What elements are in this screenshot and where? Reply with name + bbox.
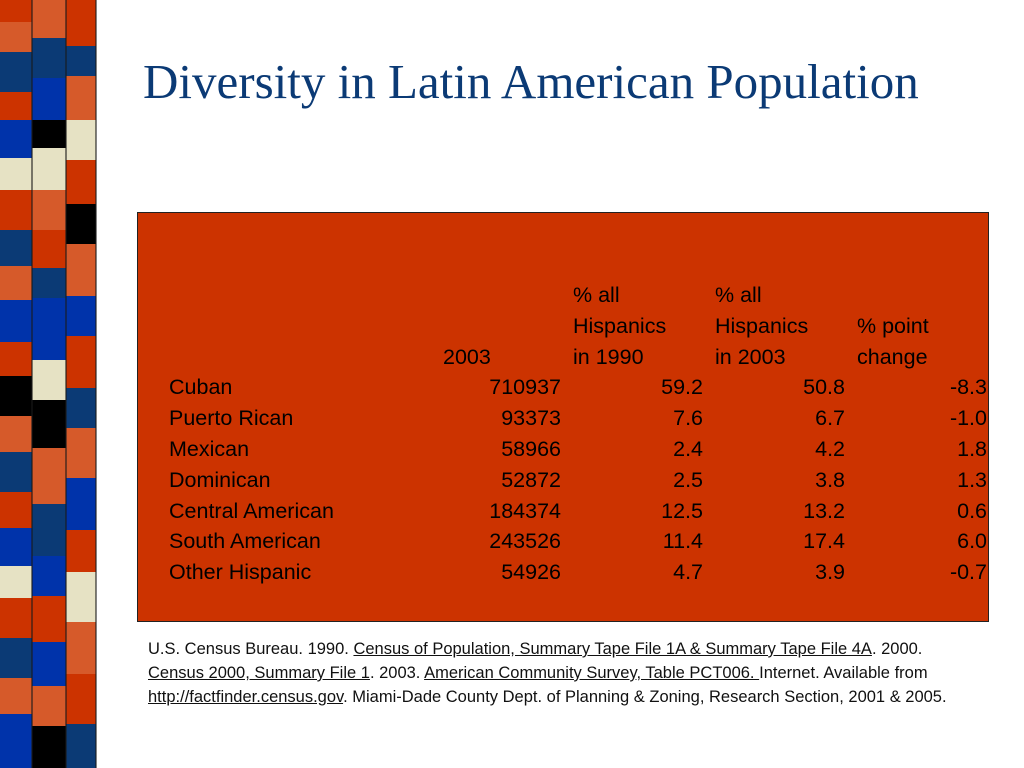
cell-group: Dominican <box>169 467 271 492</box>
source-text-5: . Miami-Dade County Dept. of Planning & … <box>343 688 947 706</box>
cell-point-change: 1.3 <box>957 467 987 492</box>
source-text-2: . 2000. <box>871 640 923 658</box>
cell-pct-2003: 50.8 <box>803 375 845 400</box>
cell-pct-1990: 4.7 <box>673 560 703 585</box>
cell-pop-2003: 93373 <box>501 406 561 431</box>
cell-point-change: 1.8 <box>957 436 987 461</box>
link-census-1990[interactable]: Census of Population, Summary Tape File … <box>353 640 872 658</box>
table-row: Mexican 58966 2.4 4.2 1.8 <box>169 434 987 465</box>
cell-group: Puerto Rican <box>169 406 294 431</box>
cell-pct-1990: 59.2 <box>661 375 703 400</box>
table-row: Other Hispanic 54926 4.7 3.9 -0.7 <box>169 557 987 588</box>
hispanic-population-table: 2003 % all Hispanics in 1990 % all Hispa… <box>169 280 987 588</box>
source-text-1: U.S. Census Bureau. 1990. <box>148 640 354 658</box>
cell-pop-2003: 243526 <box>489 529 561 554</box>
cell-point-change: -8.3 <box>949 375 987 400</box>
table-row: Puerto Rican 93373 7.6 6.7 -1.0 <box>169 403 987 434</box>
cell-pct-2003: 4.2 <box>815 436 845 461</box>
cell-pct-2003: 17.4 <box>803 529 845 554</box>
cell-pct-2003: 13.2 <box>803 498 845 523</box>
source-text-4: Internet. Available from <box>759 664 928 682</box>
header-point-change-line2: change <box>857 344 928 369</box>
stripe-pattern <box>0 0 97 768</box>
header-pct-2003-line2: Hispanics <box>715 313 809 338</box>
header-pct-1990-line2: Hispanics <box>573 313 667 338</box>
header-pct-1990-line1: % all <box>573 283 620 307</box>
cell-pct-1990: 2.5 <box>673 467 703 492</box>
header-2003-label: 2003 <box>443 344 491 369</box>
cell-group: South American <box>169 529 321 554</box>
header-pct-2003-line1: % all <box>715 283 762 307</box>
cell-pop-2003: 54926 <box>501 560 561 585</box>
table-row: South American 243526 11.4 17.4 6.0 <box>169 526 987 557</box>
cell-pct-1990: 2.4 <box>673 436 703 461</box>
link-census-2000[interactable]: Census 2000, Summary File 1 <box>148 664 370 682</box>
table-row: Cuban 710937 59.2 50.8 -8.3 <box>169 372 987 403</box>
link-factfinder[interactable]: http://factfinder.census.gov <box>148 688 344 706</box>
data-table-panel: 2003 % all Hispanics in 1990 % all Hispa… <box>137 212 989 622</box>
cell-pop-2003: 58966 <box>501 436 561 461</box>
cell-point-change: 0.6 <box>957 498 987 523</box>
cell-point-change: 6.0 <box>957 529 987 554</box>
cell-pop-2003: 710937 <box>489 375 561 400</box>
header-point-change: % point change <box>845 280 987 372</box>
cell-pct-1990: 11.4 <box>662 529 703 554</box>
header-pct-2003-line3: in 2003 <box>715 344 786 369</box>
decorative-stripe-bar <box>0 0 120 768</box>
cell-pct-1990: 12.5 <box>661 498 703 523</box>
source-citation: U.S. Census Bureau. 1990. Census of Popu… <box>148 637 968 709</box>
cell-pct-2003: 3.8 <box>815 467 845 492</box>
cell-pct-2003: 3.9 <box>815 560 845 585</box>
header-group <box>169 280 429 372</box>
header-point-change-line1: % point <box>857 313 929 338</box>
cell-pct-2003: 6.7 <box>815 406 845 431</box>
cell-group: Central American <box>169 498 334 523</box>
source-text-3: . 2003. <box>369 664 425 682</box>
cell-group: Cuban <box>169 375 233 400</box>
header-pct-2003: % all Hispanics in 2003 <box>703 280 845 372</box>
cell-point-change: -0.7 <box>949 560 987 585</box>
cell-pct-1990: 7.6 <box>673 406 703 431</box>
cell-point-change: -1.0 <box>949 406 987 431</box>
header-pct-1990-line3: in 1990 <box>573 344 644 369</box>
table-row: Dominican 52872 2.5 3.8 1.3 <box>169 465 987 496</box>
slide-title: Diversity in Latin American Population <box>143 54 919 109</box>
cell-group: Mexican <box>169 436 250 461</box>
cell-group: Other Hispanic <box>169 560 312 585</box>
cell-pop-2003: 52872 <box>501 467 561 492</box>
table-header-row: 2003 % all Hispanics in 1990 % all Hispa… <box>169 280 987 372</box>
link-acs-table[interactable]: American Community Survey, Table PCT006. <box>424 664 760 682</box>
cell-pop-2003: 184374 <box>489 498 561 523</box>
header-2003: 2003 <box>429 280 561 372</box>
header-pct-1990: % all Hispanics in 1990 <box>561 280 703 372</box>
table-row: Central American 184374 12.5 13.2 0.6 <box>169 496 987 527</box>
